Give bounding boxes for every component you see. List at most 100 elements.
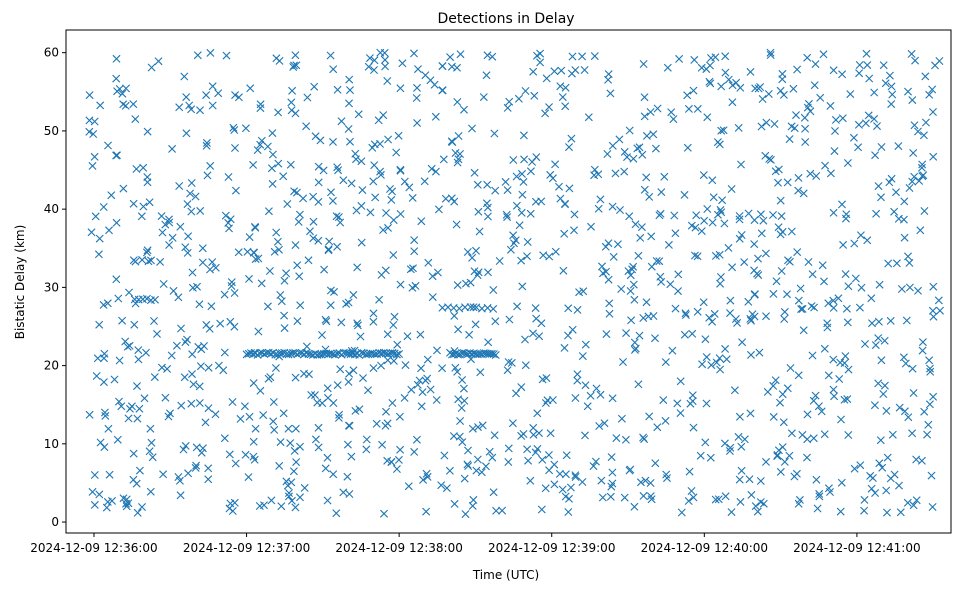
detection-point [693,307,702,316]
detection-point [413,380,422,389]
detection-point [369,317,378,326]
detection-point [622,329,631,338]
detection-point [670,211,679,220]
detection-point [581,381,590,390]
detection-point [180,373,189,382]
detection-point [535,429,543,438]
detection-point [562,451,571,460]
detection-point [555,182,563,191]
detection-point [438,62,447,71]
detection-point [517,431,526,440]
detection-point [202,141,211,150]
detection-point [564,331,572,340]
chart-title: Detections in Delay [437,11,574,27]
detection-point [105,470,114,479]
detection-point [447,194,456,203]
detection-point [919,131,928,140]
detection-point [249,160,258,169]
detection-point [489,350,498,359]
detection-point [882,406,891,415]
detection-point [383,419,392,428]
detection-point [720,439,729,448]
detection-point [333,163,342,172]
detection-point [544,451,553,459]
detection-point [121,101,130,110]
detection-point [649,130,658,139]
detection-point [784,256,792,265]
detection-point [428,272,437,281]
detection-point [929,282,938,291]
detection-point [195,382,204,391]
detection-point [389,251,398,259]
detection-point [646,108,655,116]
detection-point [245,233,254,242]
detection-point [615,135,624,144]
detection-point [529,67,538,76]
detection-point [450,197,459,206]
detection-point [450,499,459,508]
detection-point [613,240,622,249]
detection-point [383,77,392,85]
detection-point [512,201,521,210]
detection-point [523,238,532,246]
detection-point [130,320,139,329]
detection-point [806,169,815,178]
detection-point [647,262,656,271]
detection-point [896,508,905,517]
detection-point [125,288,133,297]
detection-point [721,68,730,77]
detection-point [676,377,685,386]
detection-point [580,66,589,74]
detection-point [780,315,789,323]
detection-point [413,83,421,92]
detection-point [202,91,211,100]
detection-point [442,484,451,493]
detection-point [762,118,771,127]
detection-point [863,61,872,70]
detection-point [912,496,921,505]
detection-point [192,461,201,470]
detection-point [474,268,483,277]
detection-point [924,420,933,429]
detection-point [764,90,773,98]
detection-point [460,396,469,405]
x-tick-label: 2024-12-09 12:37:00 [183,541,310,555]
detection-point [571,473,580,481]
detection-point [826,488,834,496]
detection-point [369,364,378,373]
detection-point [790,124,799,133]
detection-point [813,504,822,513]
detection-point [599,269,607,278]
detection-point [323,496,332,505]
detection-point [226,215,235,224]
detection-point [112,54,121,63]
detection-point [395,412,404,421]
detection-point [357,201,366,210]
detection-point [277,502,286,511]
detection-point [550,480,559,489]
detection-point [314,443,323,452]
detection-point [431,112,440,121]
detection-point [211,410,220,419]
detection-point [928,85,937,94]
detection-point [647,495,656,504]
detection-point [690,251,699,260]
detection-point [838,114,847,123]
detection-point [684,497,693,505]
detection-point [709,193,718,202]
detection-point [334,413,343,422]
detection-point [245,274,253,283]
detection-point [719,126,728,135]
detection-point [651,459,660,468]
plot-area [66,30,951,533]
detection-point [567,134,576,143]
detection-point [693,104,702,113]
detection-point [656,209,665,218]
detection-point [565,494,573,503]
detection-point [157,212,166,221]
detection-point [925,356,934,365]
y-axis-label: Bistatic Delay (km) [13,225,27,340]
detection-point [573,376,582,385]
detection-point [550,67,559,76]
detection-point [762,457,770,466]
